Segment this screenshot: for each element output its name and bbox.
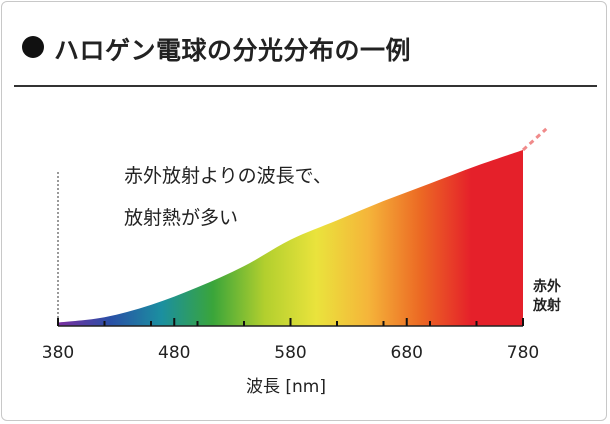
title-divider	[14, 85, 597, 87]
bullet-icon	[22, 36, 44, 58]
x-axis-label: 波長 [nm]	[246, 377, 327, 397]
infrared-label-line-2: 放射	[533, 298, 561, 314]
infrared-label-line-1: 赤外	[533, 279, 561, 295]
chart-title: ハロゲン電球の分光分布の一例	[54, 36, 412, 65]
annotation-line-1: 赤外放射よりの波長で、	[124, 165, 332, 187]
x-tick-label: 380	[41, 343, 75, 363]
annotation-line-2: 放射熱が多い	[124, 207, 239, 229]
spectrum-area	[58, 150, 523, 326]
x-tick-label: 580	[274, 343, 307, 363]
infrared-extension-line	[521, 127, 548, 152]
x-tick-label: 680	[390, 343, 423, 363]
x-tick-label: 780	[506, 343, 540, 363]
x-tick-label: 480	[158, 343, 191, 363]
